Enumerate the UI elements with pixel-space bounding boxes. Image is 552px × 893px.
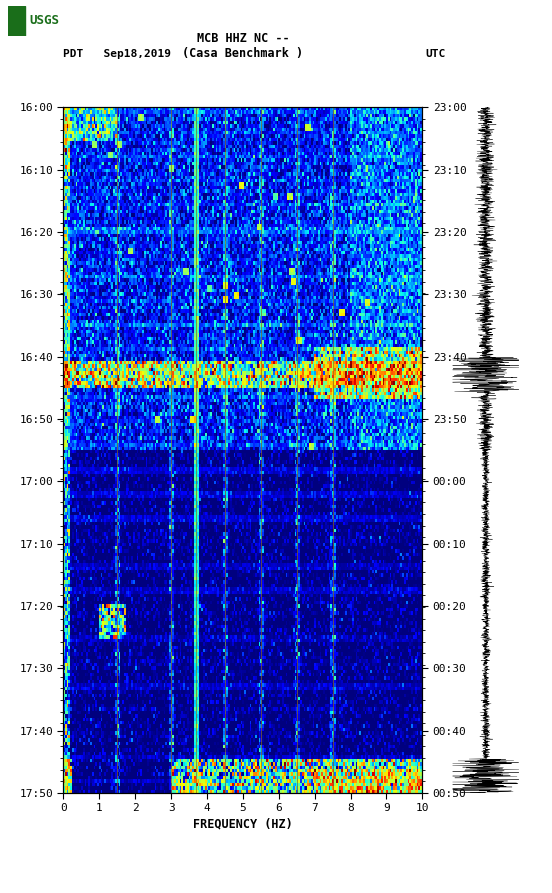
Text: USGS: USGS — [29, 14, 60, 28]
Text: UTC: UTC — [425, 48, 445, 59]
Text: MCB HHZ NC --: MCB HHZ NC -- — [197, 32, 289, 45]
X-axis label: FREQUENCY (HZ): FREQUENCY (HZ) — [193, 818, 293, 830]
Text: (Casa Benchmark ): (Casa Benchmark ) — [182, 47, 304, 60]
Bar — [8, 6, 25, 36]
Text: PDT   Sep18,2019: PDT Sep18,2019 — [63, 48, 172, 59]
